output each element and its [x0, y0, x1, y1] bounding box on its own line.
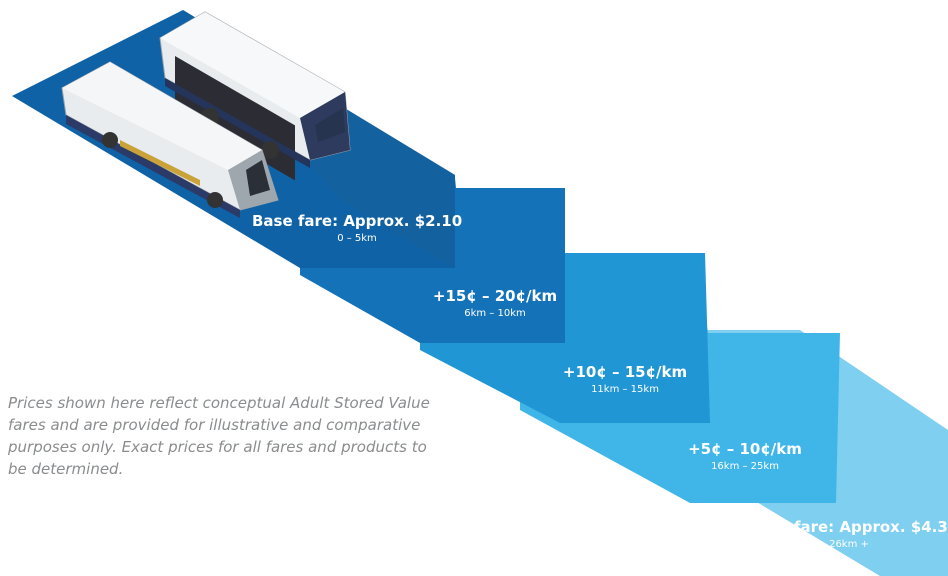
tier-distance: 26km + [829, 539, 869, 550]
tier-distance: 16km – 25km [711, 461, 779, 472]
tier-fare: Max fare: Approx. $4.30 [754, 518, 948, 536]
rapid-bus-icon [61, 61, 279, 218]
tier-fare: Base fare: Approx. $2.10 [252, 212, 463, 230]
city-bus-icon [159, 11, 351, 181]
tier-label-5: Max fare: Approx. $4.30 26km + [754, 518, 948, 550]
disclaimer-text: Prices shown here reflect conceptual Adu… [8, 394, 430, 478]
tier-fare: +5¢ – 10¢/km [688, 440, 802, 458]
tier-distance: 6km – 10km [464, 308, 526, 319]
tier-label-2: +15¢ – 20¢/km 6km – 10km [400, 287, 590, 319]
tier-label-3: +10¢ – 15¢/km 11km – 15km [530, 363, 720, 395]
tier-fare: +15¢ – 20¢/km [432, 287, 558, 305]
tier-label-4: +5¢ – 10¢/km 16km – 25km [660, 440, 830, 472]
tier-distance: 11km – 15km [591, 384, 659, 395]
tier-distance: 0 – 5km [337, 233, 377, 244]
tier-fare: +10¢ – 15¢/km [562, 363, 688, 381]
tier-label-1: Base fare: Approx. $2.10 0 – 5km [252, 212, 462, 244]
